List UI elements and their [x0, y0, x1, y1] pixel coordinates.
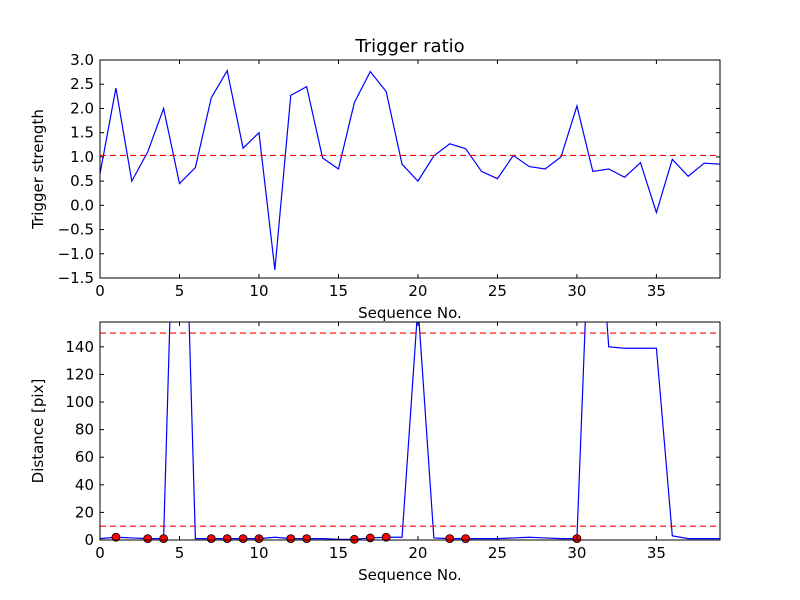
x-tick-label-0-4: 20	[408, 282, 427, 300]
x-tick-label-0-1: 5	[175, 282, 185, 300]
x-tick-label-1-2: 10	[249, 544, 268, 562]
y-tick-label-0-1: −1.0	[58, 245, 94, 263]
marker-point-1-11	[381, 532, 391, 542]
y-tick-label-1-1: 20	[75, 503, 94, 521]
marker-point-1-12	[445, 534, 455, 544]
x-tick-label-0-3: 15	[329, 282, 348, 300]
y-tick-label-0-7: 2.0	[70, 99, 94, 117]
axes-frame-1	[99, 321, 721, 541]
marker-point-1-4	[222, 534, 232, 544]
y-tick-label-0-6: 1.5	[70, 124, 94, 142]
trigger-ratio-plot: 0 5 10 15 20 25 30 35 −1.5 −1.0 −0.5 0.0 0.5 1.0 1.5 2.…	[29, 36, 721, 322]
y-tick-label-0-8: 2.5	[70, 75, 94, 93]
marker-point-1-5	[238, 534, 248, 544]
series-line-0-0	[100, 69, 720, 270]
series-line-1-0	[100, 322, 720, 540]
marker-point-1-1	[143, 534, 153, 544]
y-tick-label-0-4: 0.5	[70, 172, 94, 190]
y-tick-label-0-3: 0.0	[70, 196, 94, 214]
marker-point-1-0	[111, 532, 121, 542]
marker-point-1-9	[349, 534, 359, 544]
y-tick-label-0-5: 1.0	[70, 148, 94, 166]
x-tick-label-1-0: 0	[95, 544, 105, 562]
y-tick-label-0-2: −0.5	[58, 221, 94, 239]
x-tick-label-1-1: 5	[175, 544, 185, 562]
x-tick-label-0-7: 35	[647, 282, 666, 300]
x-tick-label-0-5: 25	[488, 282, 507, 300]
y-tick-label-1-0: 0	[84, 531, 94, 549]
distance-plot: 0 5 10 15 20 25 30 35 0 20 40 60 80 100 120 140 Sequence…	[29, 321, 721, 584]
y-axis-label-0: Trigger strength	[29, 109, 47, 230]
y-tick-label-1-4: 80	[75, 421, 94, 439]
x-tick-label-0-6: 30	[567, 282, 586, 300]
y-tick-label-1-7: 140	[65, 338, 94, 356]
x-tick-label-1-6: 30	[567, 544, 586, 562]
chart-title-0: Trigger ratio	[354, 36, 464, 57]
x-tick-label-1-4: 20	[408, 544, 427, 562]
marker-point-1-3	[206, 534, 216, 544]
y-tick-label-1-6: 120	[65, 365, 94, 383]
y-tick-label-1-5: 100	[65, 393, 94, 411]
y-axis-label-1: Distance [pix]	[29, 379, 47, 484]
marker-point-1-13	[461, 534, 471, 544]
marker-point-1-2	[159, 534, 168, 544]
y-tick-label-1-3: 60	[75, 448, 94, 466]
y-tick-label-1-2: 40	[75, 476, 94, 494]
marker-point-1-7	[286, 534, 296, 544]
marker-point-1-10	[365, 533, 375, 543]
x-tick-label-1-3: 15	[329, 544, 348, 562]
x-tick-label-0-2: 10	[249, 282, 268, 300]
x-tick-label-0-0: 0	[95, 282, 105, 300]
y-tick-label-0-9: 3.0	[70, 51, 94, 69]
axes-frame-0	[99, 59, 721, 279]
x-tick-label-1-5: 25	[488, 544, 507, 562]
x-axis-label-0: Sequence No.	[358, 304, 462, 322]
x-tick-label-1-7: 35	[647, 544, 666, 562]
x-axis-label-1: Sequence No.	[358, 566, 462, 584]
y-tick-label-0-0: −1.5	[58, 269, 94, 287]
marker-point-1-8	[302, 534, 312, 544]
